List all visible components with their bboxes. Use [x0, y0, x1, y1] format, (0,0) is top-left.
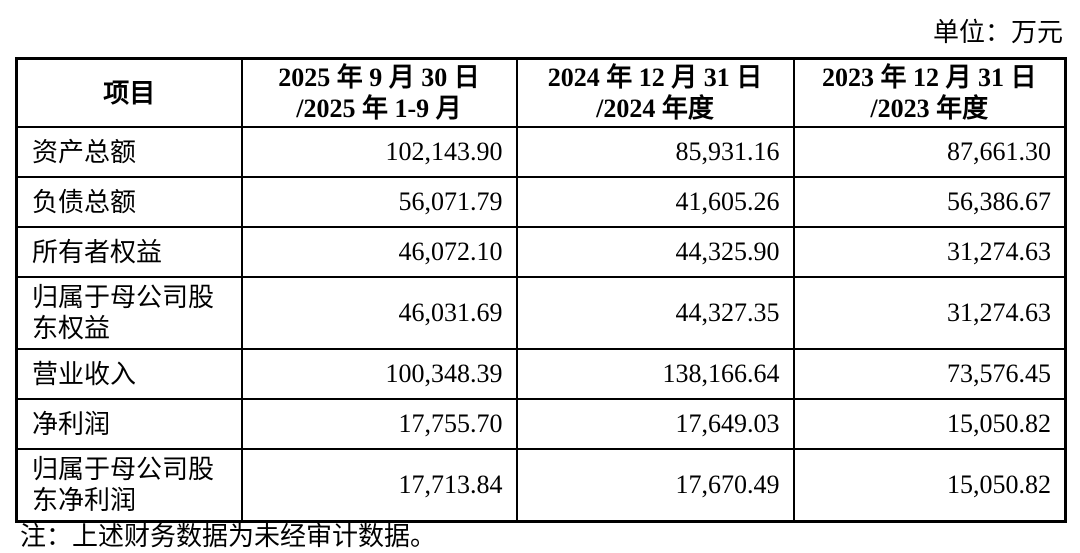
column-header: 2023 年 12 月 31 日/2023 年度: [792, 57, 1067, 128]
column-header-line: /2024 年度: [596, 94, 714, 123]
table-header-row: 项目 2025 年 9 月 30 日/2025 年 1-9 月 2024 年 12 …: [15, 57, 1067, 128]
financial-summary-table: 项目 2025 年 9 月 30 日/2025 年 1-9 月 2024 年 12 …: [15, 57, 1067, 523]
value-cell: 102,143.90: [240, 126, 518, 178]
unit-label: 单位：万元: [932, 18, 1063, 47]
value-cell: 56,386.67: [792, 176, 1067, 228]
value-cell: 15,050.82: [792, 448, 1067, 523]
column-header-line: 2023 年 12 月 31 日: [821, 63, 1037, 92]
table-header: 项目 2025 年 9 月 30 日/2025 年 1-9 月 2024 年 12 …: [15, 57, 1067, 128]
value-cell: 87,661.30: [792, 126, 1067, 178]
table-row: 归属于母公司股东净利润 17,713.84 17,670.49 15,050.82: [15, 448, 1067, 523]
value-cell: 44,327.35: [515, 276, 795, 350]
table-row: 所有者权益 46,072.10 44,325.90 31,274.63: [15, 226, 1067, 278]
value-cell: 31,274.63: [792, 226, 1067, 278]
value-cell: 17,713.84: [240, 448, 518, 523]
table-body: 资产总额 102,143.90 85,931.16 87,661.30 负债总额 56,0…: [15, 126, 1067, 523]
value-cell: 17,649.03: [515, 398, 795, 450]
table-row: 营业收入 100,348.39 138,166.64 73,576.45: [15, 348, 1067, 400]
value-cell: 31,274.63: [792, 276, 1067, 350]
table-row: 净利润 17,755.70 17,649.03 15,050.82: [15, 398, 1067, 450]
value-cell: 41,605.26: [515, 176, 795, 228]
item-label-cell: 归属于母公司股东净利润: [15, 448, 243, 523]
value-cell: 100,348.39: [240, 348, 518, 400]
value-cell: 56,071.79: [240, 176, 518, 228]
item-label-cell: 所有者权益: [15, 226, 243, 278]
value-cell: 73,576.45: [792, 348, 1067, 400]
column-header-line: 项目: [103, 78, 156, 108]
column-header: 项目: [15, 57, 243, 128]
value-cell: 46,031.69: [240, 276, 518, 350]
table-row: 归属于母公司股东权益 46,031.69 44,327.35 31,274.63: [15, 276, 1067, 350]
value-cell: 85,931.16: [515, 126, 795, 178]
table-row: 负债总额 56,071.79 41,605.26 56,386.67: [15, 176, 1067, 228]
item-label-cell: 净利润: [15, 398, 243, 450]
value-cell: 17,755.70: [240, 398, 518, 450]
item-label-cell: 营业收入: [15, 348, 243, 400]
column-header-line: 2025 年 9 月 30 日: [278, 63, 480, 92]
item-label-cell: 负债总额: [15, 176, 243, 228]
value-cell: 44,325.90: [515, 226, 795, 278]
value-cell: 138,166.64: [515, 348, 795, 400]
item-label-cell: 归属于母公司股东权益: [15, 276, 243, 350]
column-header: 2025 年 9 月 30 日/2025 年 1-9 月: [240, 57, 518, 128]
column-header: 2024 年 12 月 31 日/2024 年度: [515, 57, 795, 128]
value-cell: 17,670.49: [515, 448, 795, 523]
value-cell: 46,072.10: [240, 226, 518, 278]
footnote: 注：上述财务数据为未经审计数据。: [20, 522, 437, 551]
value-cell: 15,050.82: [792, 398, 1067, 450]
table-row: 资产总额 102,143.90 85,931.16 87,661.30: [15, 126, 1067, 178]
column-header-line: /2025 年 1-9 月: [296, 94, 462, 123]
column-header-line: /2023 年度: [870, 94, 989, 123]
item-label-cell: 资产总额: [15, 126, 243, 178]
column-header-line: 2024 年 12 月 31 日: [547, 63, 763, 92]
